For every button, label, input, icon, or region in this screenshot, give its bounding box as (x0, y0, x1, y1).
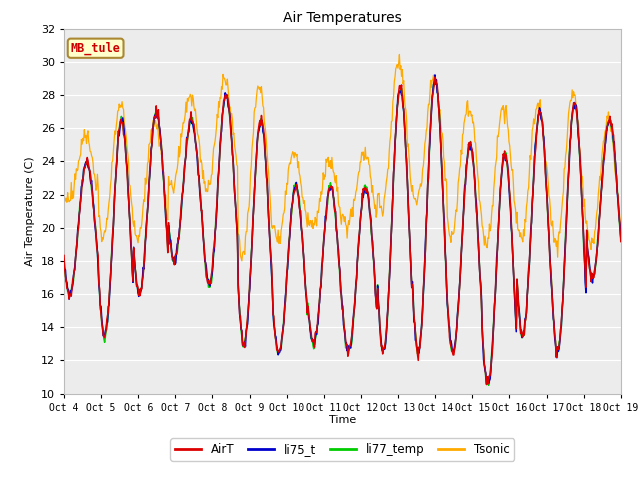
AirT (617, 239, 625, 244)
Line: AirT: AirT (64, 77, 621, 384)
li75_t (400, 109, 408, 115)
li77_temp (432, 78, 440, 84)
Line: Tsonic: Tsonic (64, 55, 621, 261)
li77_temp (228, 136, 236, 142)
li75_t (255, 124, 263, 130)
AirT (400, 106, 408, 112)
Tsonic (60, 198, 68, 204)
Tsonic (617, 229, 625, 235)
li77_temp (485, 383, 493, 388)
li75_t (431, 72, 439, 78)
AirT (483, 382, 490, 387)
Tsonic (396, 52, 403, 58)
Legend: AirT, li75_t, li77_temp, Tsonic: AirT, li75_t, li77_temp, Tsonic (170, 438, 515, 461)
li77_temp (276, 346, 284, 351)
li75_t (228, 136, 236, 142)
Title: Air Temperatures: Air Temperatures (283, 11, 402, 25)
Y-axis label: Air Temperature (C): Air Temperature (C) (25, 156, 35, 266)
Line: li77_temp: li77_temp (64, 80, 621, 385)
X-axis label: Time: Time (329, 415, 356, 425)
li75_t (617, 236, 625, 241)
Tsonic (433, 79, 440, 85)
AirT (60, 252, 68, 258)
li75_t (432, 81, 440, 87)
Tsonic (238, 258, 246, 264)
li77_temp (431, 77, 439, 83)
Text: MB_tule: MB_tule (70, 42, 120, 55)
AirT (228, 139, 236, 145)
AirT (431, 74, 439, 80)
Line: li75_t: li75_t (64, 75, 621, 384)
li75_t (60, 263, 68, 269)
li77_temp (255, 127, 263, 133)
li75_t (276, 347, 284, 353)
li77_temp (60, 257, 68, 263)
AirT (125, 211, 133, 216)
Tsonic (277, 228, 285, 234)
Tsonic (256, 84, 264, 90)
li77_temp (125, 211, 133, 216)
Tsonic (228, 110, 236, 116)
li77_temp (617, 235, 625, 240)
li77_temp (400, 108, 408, 114)
li75_t (483, 381, 490, 387)
AirT (255, 120, 263, 126)
li75_t (125, 210, 133, 216)
Tsonic (401, 104, 409, 110)
AirT (432, 76, 440, 82)
Tsonic (125, 182, 133, 188)
AirT (276, 346, 284, 351)
